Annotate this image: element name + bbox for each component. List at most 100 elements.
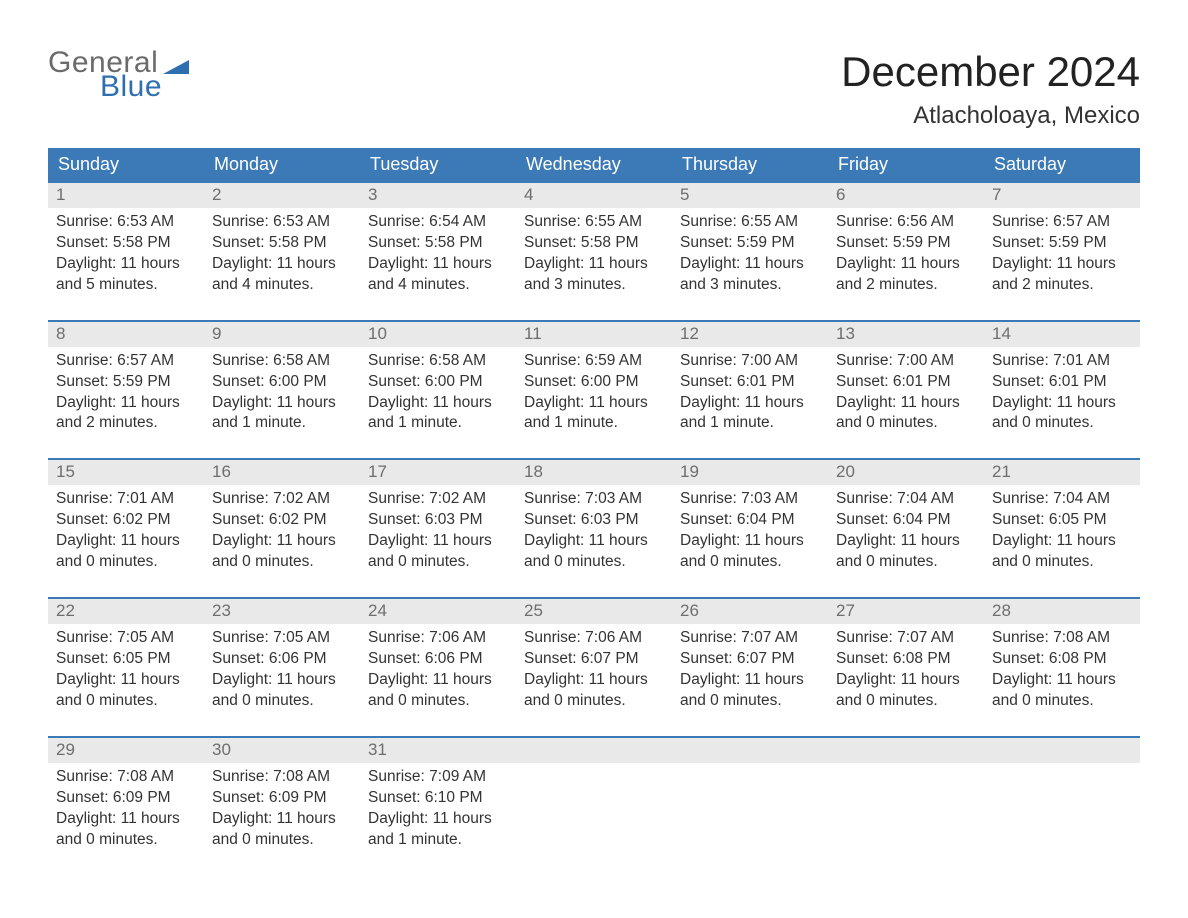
day-number: 20 [828,460,984,485]
sunset-text: Sunset: 6:05 PM [992,510,1132,531]
daylight-text-1: Daylight: 11 hours [992,254,1132,275]
daylight-text-1: Daylight: 11 hours [56,531,196,552]
sunrise-text: Sunrise: 7:01 AM [56,489,196,510]
sunrise-text: Sunrise: 7:01 AM [992,351,1132,372]
daylight-text-2: and 1 minute. [680,413,820,434]
daylight-text-2: and 0 minutes. [368,552,508,573]
sunrise-text: Sunrise: 7:00 AM [680,351,820,372]
daylight-text-1: Daylight: 11 hours [56,809,196,830]
day-cell: Sunrise: 7:08 AMSunset: 6:09 PMDaylight:… [48,763,204,851]
daylight-text-2: and 0 minutes. [212,830,352,851]
daylight-text-2: and 3 minutes. [524,275,664,296]
day-number: 17 [360,460,516,485]
day-number: 6 [828,183,984,208]
sunset-text: Sunset: 6:00 PM [368,372,508,393]
sunrise-text: Sunrise: 6:55 AM [680,212,820,233]
daylight-text-1: Daylight: 11 hours [368,531,508,552]
sunset-text: Sunset: 6:09 PM [212,788,352,809]
sunrise-text: Sunrise: 7:05 AM [56,628,196,649]
day-cell: Sunrise: 6:58 AMSunset: 6:00 PMDaylight:… [360,347,516,435]
calendar-grid: Sunday Monday Tuesday Wednesday Thursday… [48,148,1140,874]
day-content-row: Sunrise: 7:01 AMSunset: 6:02 PMDaylight:… [48,485,1140,597]
sunset-text: Sunset: 6:08 PM [836,649,976,670]
sunrise-text: Sunrise: 7:02 AM [368,489,508,510]
sunset-text: Sunset: 6:09 PM [56,788,196,809]
daylight-text-2: and 0 minutes. [212,552,352,573]
sunset-text: Sunset: 5:59 PM [680,233,820,254]
sunrise-text: Sunrise: 7:06 AM [368,628,508,649]
day-number: 26 [672,599,828,624]
sunrise-text: Sunrise: 7:07 AM [836,628,976,649]
daylight-text-2: and 0 minutes. [836,691,976,712]
sunset-text: Sunset: 6:01 PM [836,372,976,393]
sunset-text: Sunset: 6:02 PM [212,510,352,531]
calendar-week: 15161718192021Sunrise: 7:01 AMSunset: 6:… [48,458,1140,597]
day-cell [516,763,672,851]
sunset-text: Sunset: 6:01 PM [680,372,820,393]
sunrise-text: Sunrise: 7:02 AM [212,489,352,510]
sunset-text: Sunset: 5:59 PM [836,233,976,254]
sunrise-text: Sunrise: 7:00 AM [836,351,976,372]
sunset-text: Sunset: 6:03 PM [524,510,664,531]
calendar-week: 22232425262728Sunrise: 7:05 AMSunset: 6:… [48,597,1140,736]
sunset-text: Sunset: 6:06 PM [368,649,508,670]
day-content-row: Sunrise: 7:05 AMSunset: 6:05 PM Daylight:… [48,624,1140,736]
day-cell [984,763,1140,851]
sunrise-text: Sunrise: 6:57 AM [56,351,196,372]
daylight-text-1: Daylight: 11 hours [680,531,820,552]
daylight-text-2: and 0 minutes. [212,691,352,712]
day-content-row: Sunrise: 6:57 AMSunset: 5:59 PM Daylight:… [48,347,1140,459]
daylight-text-2: and 0 minutes. [56,552,196,573]
daylight-text-1: Daylight: 11 hours [680,393,820,414]
day-cell: Sunrise: 6:54 AMSunset: 5:58 PMDaylight:… [360,208,516,296]
title-block: December 2024 Atlacholoaya, Mexico [841,48,1140,130]
daylight-text-1: Daylight: 11 hours [680,254,820,275]
daylight-text-2: and 3 minutes. [680,275,820,296]
daylight-text-2: and 5 minutes. [56,275,196,296]
daylight-text-2: and 0 minutes. [680,552,820,573]
sunrise-text: Sunrise: 7:03 AM [680,489,820,510]
day-number: 7 [984,183,1140,208]
daylight-text-1: Daylight: 11 hours [368,809,508,830]
dow-tuesday: Tuesday [360,148,516,181]
daylight-text-1: Daylight: 11 hours [680,670,820,691]
dow-monday: Monday [204,148,360,181]
daylight-text-1: Daylight: 11 hours [56,254,196,275]
day-cell [828,763,984,851]
day-number: 12 [672,322,828,347]
day-cell: Sunrise: 7:04 AMSunset: 6:04 PMDaylight:… [828,485,984,573]
sunset-text: Sunset: 6:01 PM [992,372,1132,393]
sunset-text: Sunset: 5:59 PM [992,233,1132,254]
day-cell: Sunrise: 6:53 AMSunset: 5:58 PMDaylight:… [204,208,360,296]
daylight-text-1: Daylight: 11 hours [212,809,352,830]
sunset-text: Sunset: 6:06 PM [212,649,352,670]
sunrise-text: Sunrise: 7:08 AM [56,767,196,788]
day-cell: Sunrise: 7:00 AMSunset: 6:01 PMDaylight:… [828,347,984,435]
sunset-text: Sunset: 6:02 PM [56,510,196,531]
day-cell: Sunrise: 7:03 AMSunset: 6:04 PMDaylight:… [672,485,828,573]
header: General Blue December 2024 Atlacholoaya,… [48,48,1140,130]
day-number: 8 [48,322,204,347]
sunrise-text: Sunrise: 6:53 AM [56,212,196,233]
sunrise-text: Sunrise: 7:08 AM [212,767,352,788]
sunset-text: Sunset: 6:05 PM [56,649,196,670]
day-number: 14 [984,322,1140,347]
calendar-week: 293031Sunrise: 7:08 AMSunset: 6:09 PMDay… [48,736,1140,875]
daylight-text-1: Daylight: 11 hours [524,393,664,414]
sunrise-text: Sunrise: 6:56 AM [836,212,976,233]
sunset-text: Sunset: 6:00 PM [212,372,352,393]
day-cell: Sunrise: 7:01 AMSunset: 6:02 PMDaylight:… [48,485,204,573]
dow-sunday: Sunday [48,148,204,181]
calendar-week: 1234567Sunrise: 6:53 AMSunset: 5:58 PMDa… [48,181,1140,320]
sunrise-text: Sunrise: 7:09 AM [368,767,508,788]
dow-wednesday: Wednesday [516,148,672,181]
sunset-text: Sunset: 6:04 PM [836,510,976,531]
daylight-text-2: and 0 minutes. [56,830,196,851]
sunset-text: Sunset: 5:59 PM [56,372,196,393]
day-cell: Sunrise: 7:08 AMSunset: 6:08 PMDaylight:… [984,624,1140,712]
daylight-text-2: and 2 minutes. [56,413,196,434]
day-number: 19 [672,460,828,485]
daylight-text-2: and 0 minutes. [524,691,664,712]
daylight-text-2: and 2 minutes. [992,275,1132,296]
daylight-text-2: and 1 minute. [212,413,352,434]
